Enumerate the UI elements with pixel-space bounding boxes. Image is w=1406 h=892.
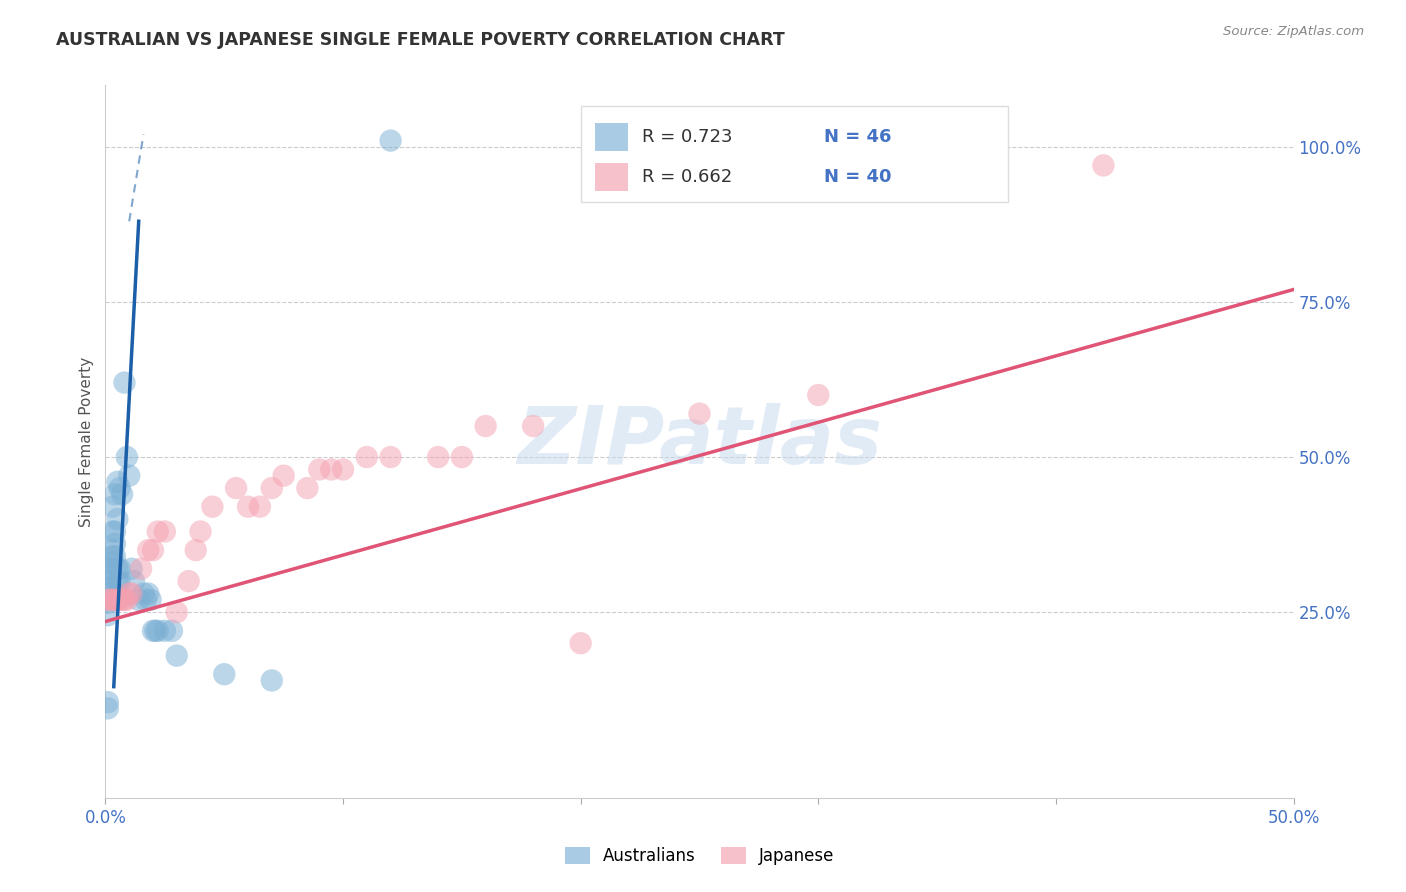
Point bbox=[118, 468, 141, 483]
Point bbox=[689, 407, 711, 421]
Point bbox=[121, 562, 143, 576]
Point bbox=[115, 592, 138, 607]
Point bbox=[98, 586, 121, 600]
Point bbox=[136, 586, 159, 600]
Point bbox=[105, 574, 128, 589]
Text: Source: ZipAtlas.com: Source: ZipAtlas.com bbox=[1223, 25, 1364, 38]
Point bbox=[104, 524, 127, 539]
Point bbox=[118, 586, 141, 600]
Point bbox=[101, 592, 124, 607]
Point bbox=[380, 450, 402, 464]
Point bbox=[450, 450, 472, 464]
Bar bbox=[595, 122, 628, 151]
Point bbox=[132, 586, 155, 600]
Point bbox=[105, 586, 128, 600]
Point bbox=[273, 468, 295, 483]
Point bbox=[177, 574, 200, 589]
Point bbox=[201, 500, 224, 514]
Point bbox=[260, 673, 283, 688]
Text: R = 0.723: R = 0.723 bbox=[643, 128, 733, 145]
Point bbox=[153, 524, 176, 539]
Point bbox=[98, 574, 121, 589]
Text: ZIPatlas: ZIPatlas bbox=[517, 402, 882, 481]
Point bbox=[101, 500, 124, 514]
Point bbox=[97, 592, 120, 607]
Point bbox=[308, 462, 330, 476]
Point bbox=[97, 596, 120, 610]
Point bbox=[105, 592, 128, 607]
Point bbox=[104, 537, 127, 551]
Point bbox=[108, 592, 131, 607]
Text: R = 0.662: R = 0.662 bbox=[643, 168, 733, 186]
Point bbox=[104, 487, 127, 501]
Point bbox=[97, 608, 120, 623]
Point bbox=[97, 695, 120, 709]
Point bbox=[97, 701, 120, 715]
Point bbox=[98, 562, 121, 576]
Point bbox=[260, 481, 283, 495]
Point bbox=[146, 524, 169, 539]
Point bbox=[166, 648, 188, 663]
Point bbox=[101, 543, 124, 558]
Point bbox=[101, 549, 124, 564]
Point bbox=[121, 586, 143, 600]
Point bbox=[122, 574, 145, 589]
Point bbox=[249, 500, 271, 514]
Point bbox=[160, 624, 183, 638]
Point bbox=[166, 605, 188, 619]
Bar bbox=[595, 162, 628, 191]
FancyBboxPatch shape bbox=[581, 106, 1008, 202]
Point bbox=[129, 562, 152, 576]
Point bbox=[569, 636, 592, 650]
Y-axis label: Single Female Poverty: Single Female Poverty bbox=[79, 357, 94, 526]
Point bbox=[114, 592, 136, 607]
Point bbox=[128, 592, 150, 607]
Point bbox=[136, 543, 159, 558]
Point bbox=[143, 624, 166, 638]
Point bbox=[332, 462, 354, 476]
Point bbox=[135, 592, 157, 607]
Point bbox=[214, 667, 236, 681]
Point bbox=[111, 592, 134, 607]
Point bbox=[380, 134, 402, 148]
Point bbox=[142, 543, 165, 558]
Point bbox=[184, 543, 207, 558]
Point bbox=[101, 556, 124, 570]
Point bbox=[105, 512, 128, 526]
Point bbox=[190, 524, 212, 539]
Legend: Australians, Japanese: Australians, Japanese bbox=[558, 840, 841, 872]
Point bbox=[104, 592, 127, 607]
Point bbox=[104, 549, 127, 564]
Point bbox=[1092, 158, 1115, 172]
Point bbox=[236, 500, 259, 514]
Text: N = 46: N = 46 bbox=[824, 128, 891, 145]
Point bbox=[153, 624, 176, 638]
Point bbox=[108, 574, 131, 589]
Point bbox=[108, 562, 131, 576]
Point bbox=[108, 481, 131, 495]
Point bbox=[225, 481, 247, 495]
Point bbox=[427, 450, 450, 464]
Point bbox=[105, 475, 128, 489]
Point bbox=[146, 624, 169, 638]
Point bbox=[111, 487, 134, 501]
Point bbox=[98, 592, 121, 607]
Point bbox=[98, 580, 121, 594]
Point bbox=[297, 481, 319, 495]
Point bbox=[115, 450, 138, 464]
Text: AUSTRALIAN VS JAPANESE SINGLE FEMALE POVERTY CORRELATION CHART: AUSTRALIAN VS JAPANESE SINGLE FEMALE POV… bbox=[56, 31, 785, 49]
Point bbox=[139, 592, 162, 607]
Point bbox=[474, 419, 496, 434]
Text: N = 40: N = 40 bbox=[824, 168, 891, 186]
Point bbox=[105, 562, 128, 576]
Point bbox=[101, 524, 124, 539]
Point bbox=[142, 624, 165, 638]
Point bbox=[321, 462, 343, 476]
Point bbox=[807, 388, 830, 402]
Point bbox=[98, 568, 121, 582]
Point bbox=[522, 419, 544, 434]
Point bbox=[114, 376, 136, 390]
Point bbox=[356, 450, 378, 464]
